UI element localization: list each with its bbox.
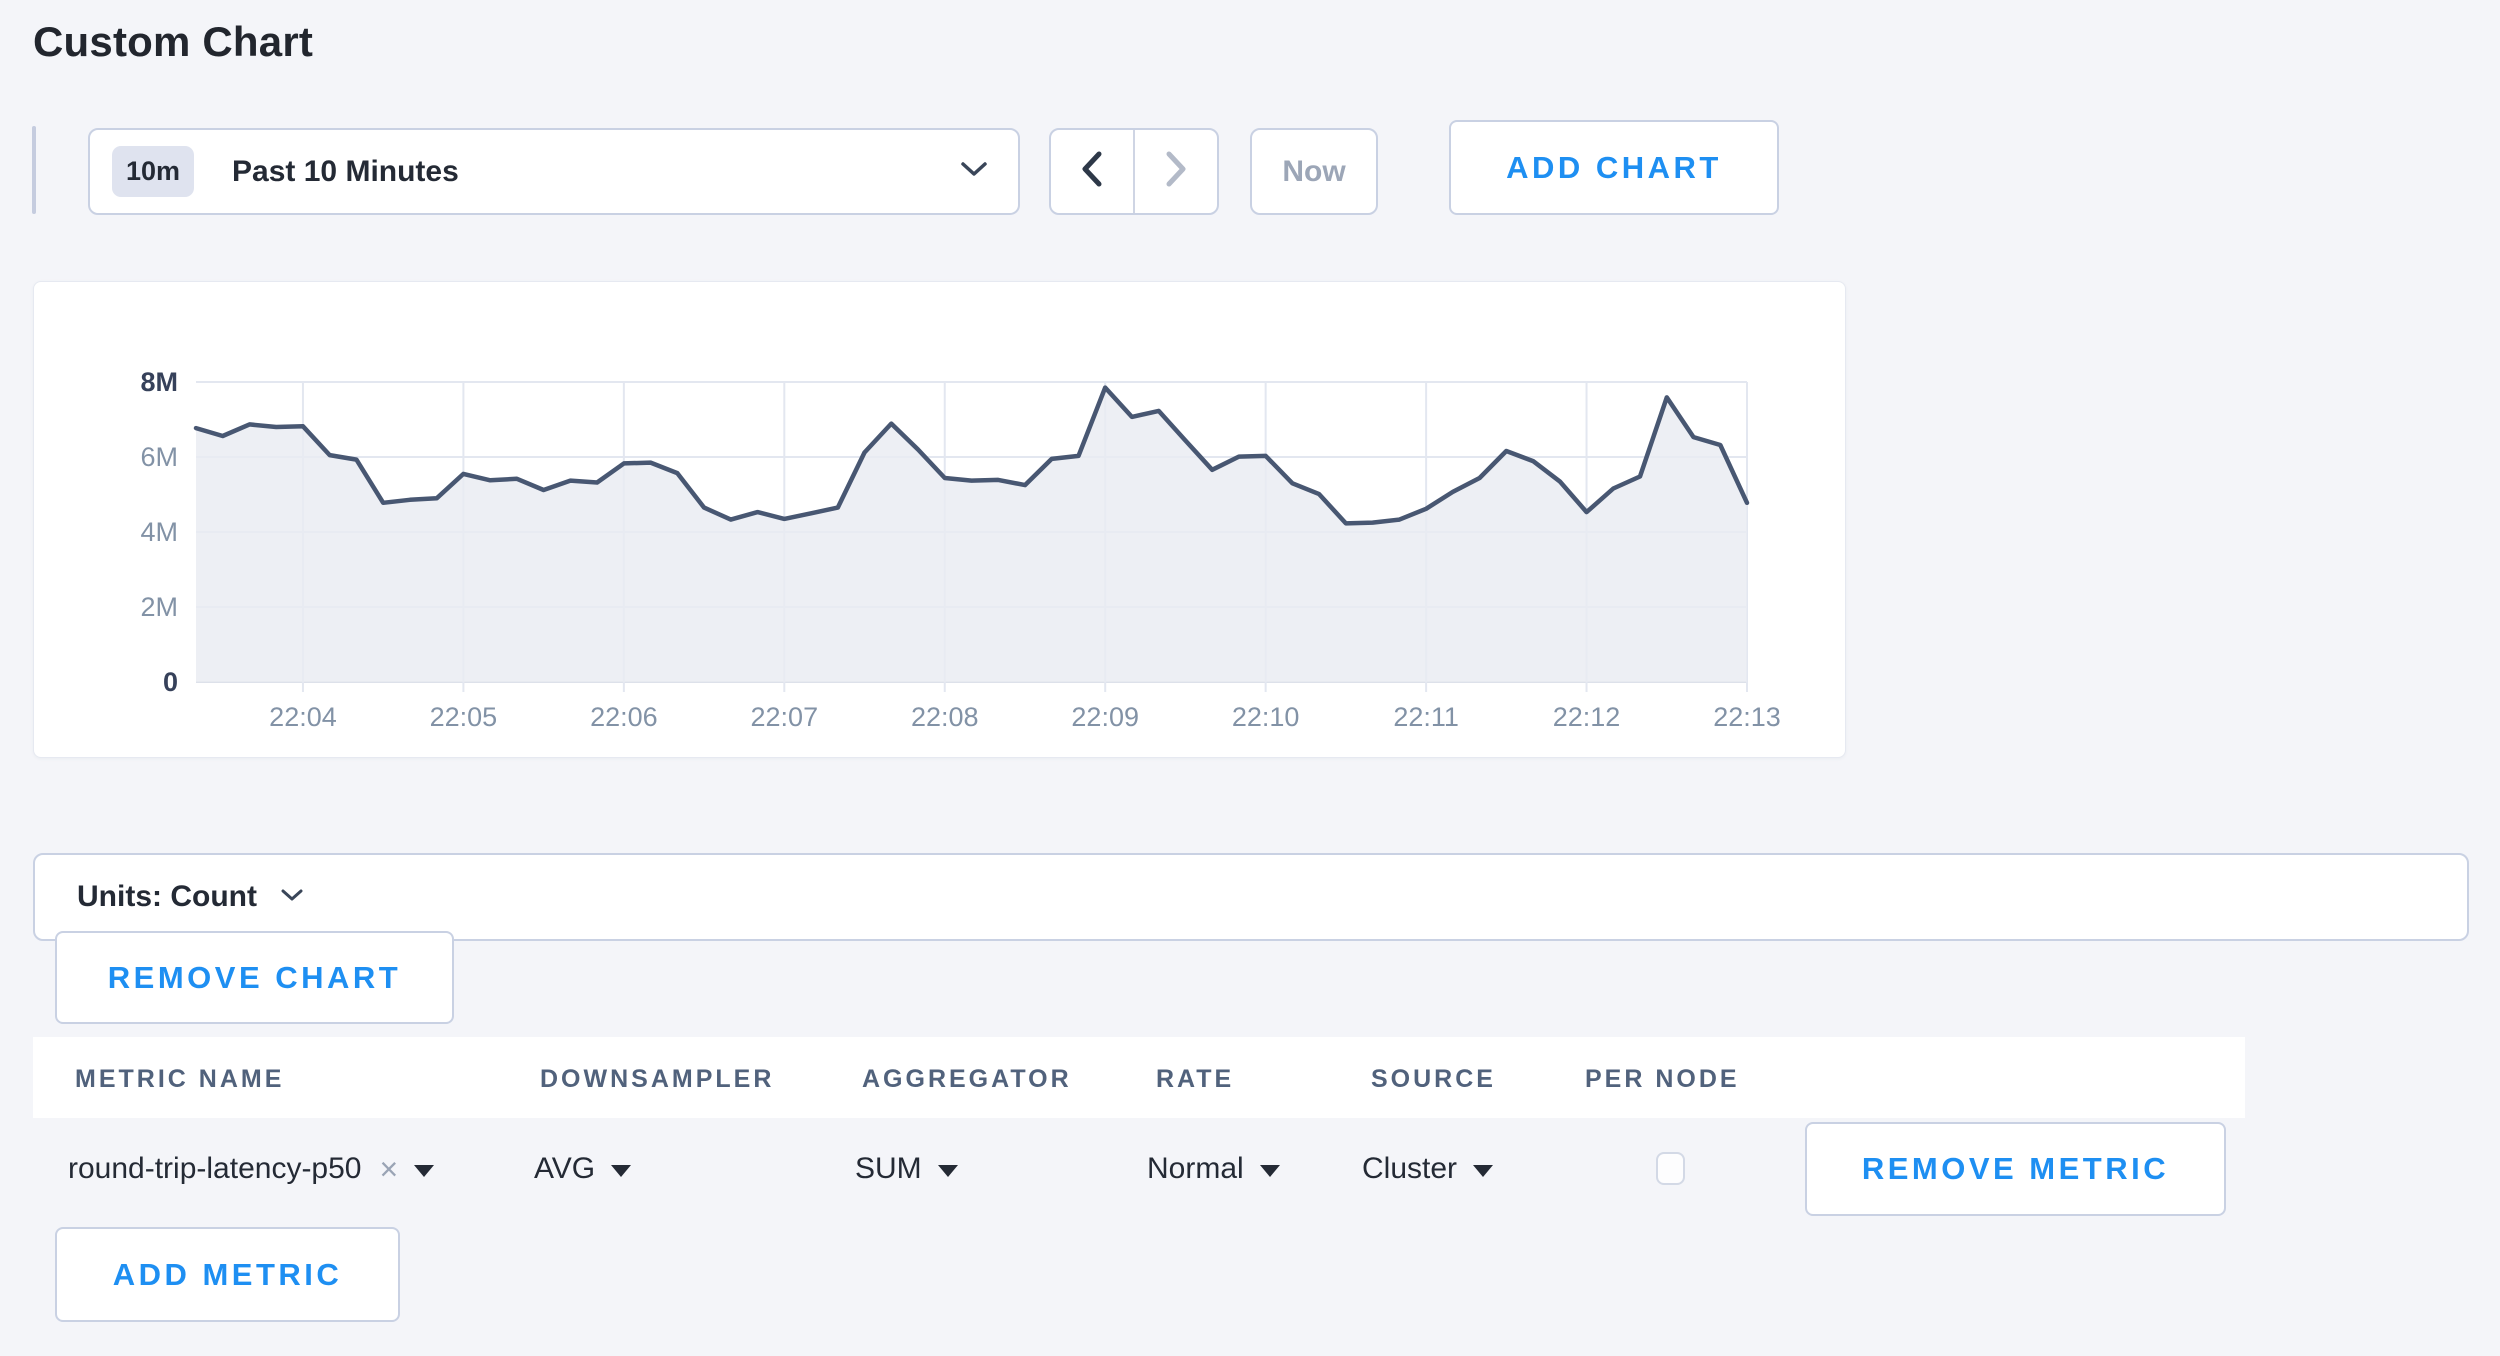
- svg-text:4M: 4M: [140, 517, 178, 547]
- add-metric-button[interactable]: ADD METRIC: [55, 1227, 400, 1322]
- chevron-down-icon: [960, 160, 988, 183]
- source-dropdown[interactable]: Cluster: [1362, 1118, 1494, 1220]
- column-header-per-node: PER NODE: [1585, 1065, 1740, 1093]
- svg-text:22:10: 22:10: [1232, 702, 1300, 732]
- caret-down-icon: [937, 1165, 958, 1177]
- downsampler-dropdown[interactable]: AVG: [534, 1118, 632, 1220]
- units-label: Units: Count: [77, 880, 257, 913]
- chevron-right-icon: [1164, 150, 1188, 193]
- page-title: Custom Chart: [33, 18, 314, 65]
- svg-text:22:12: 22:12: [1553, 702, 1621, 732]
- svg-text:22:09: 22:09: [1071, 702, 1139, 732]
- column-header-rate: RATE: [1156, 1065, 1235, 1093]
- per-node-checkbox[interactable]: [1656, 1152, 1685, 1185]
- add-chart-button[interactable]: ADD CHART: [1449, 120, 1779, 215]
- metric-table-row: round-trip-latency-p50 × AVG SUM Normal …: [33, 1118, 2245, 1220]
- aggregator-value: SUM: [855, 1152, 922, 1185]
- chevron-left-icon: [1080, 150, 1104, 193]
- remove-chart-button[interactable]: REMOVE CHART: [55, 931, 454, 1024]
- time-range-label: Past 10 Minutes: [232, 154, 459, 188]
- chevron-down-icon: [281, 888, 303, 907]
- column-header-downsampler: DOWNSAMPLER: [540, 1065, 775, 1093]
- metrics-table-header: METRIC NAME DOWNSAMPLER AGGREGATOR RATE …: [33, 1037, 2245, 1118]
- units-select[interactable]: Units: Count: [33, 853, 2469, 941]
- svg-text:8M: 8M: [140, 367, 178, 397]
- time-range-accent-bar: [32, 126, 36, 214]
- metric-name-dropdown[interactable]: round-trip-latency-p50 ×: [68, 1118, 435, 1220]
- caret-down-icon: [611, 1165, 632, 1177]
- remove-metric-button[interactable]: REMOVE METRIC: [1805, 1122, 2226, 1216]
- column-header-metric-name: METRIC NAME: [75, 1065, 285, 1093]
- remove-tag-icon[interactable]: ×: [379, 1150, 399, 1187]
- chart-card: 22:04 22:05 22:06 22:07 22:08 22:09 22:10 22:11…: [33, 281, 1846, 758]
- svg-text:22:08: 22:08: [911, 702, 979, 732]
- column-header-aggregator: AGGREGATOR: [862, 1065, 1072, 1093]
- time-range-badge: 10m: [112, 146, 195, 197]
- downsampler-value: AVG: [534, 1152, 596, 1185]
- source-value: Cluster: [1362, 1152, 1458, 1185]
- time-range-select[interactable]: 10m Past 10 Minutes: [88, 128, 1020, 215]
- svg-text:0: 0: [163, 667, 178, 697]
- caret-down-icon: [1473, 1165, 1494, 1177]
- caret-down-icon: [1259, 1165, 1280, 1177]
- metric-name-label: round-trip-latency-p50: [68, 1152, 362, 1185]
- svg-text:22:11: 22:11: [1393, 702, 1459, 732]
- metric-area-chart: 22:04 22:05 22:06 22:07 22:08 22:09 22:10 22:11…: [140, 367, 1780, 732]
- svg-text:2M: 2M: [140, 592, 178, 622]
- svg-text:22:04: 22:04: [269, 702, 337, 732]
- caret-down-icon: [414, 1165, 435, 1177]
- rate-value: Normal: [1147, 1152, 1244, 1185]
- svg-text:22:05: 22:05: [430, 702, 498, 732]
- next-range-button[interactable]: [1135, 130, 1217, 213]
- now-button[interactable]: Now: [1250, 128, 1378, 215]
- svg-text:22:13: 22:13: [1713, 702, 1781, 732]
- prev-range-button[interactable]: [1051, 130, 1135, 213]
- svg-text:6M: 6M: [140, 442, 178, 472]
- column-header-source: SOURCE: [1371, 1065, 1496, 1093]
- aggregator-dropdown[interactable]: SUM: [855, 1118, 958, 1220]
- svg-text:22:06: 22:06: [590, 702, 658, 732]
- rate-dropdown[interactable]: Normal: [1147, 1118, 1280, 1220]
- svg-text:22:07: 22:07: [751, 702, 819, 732]
